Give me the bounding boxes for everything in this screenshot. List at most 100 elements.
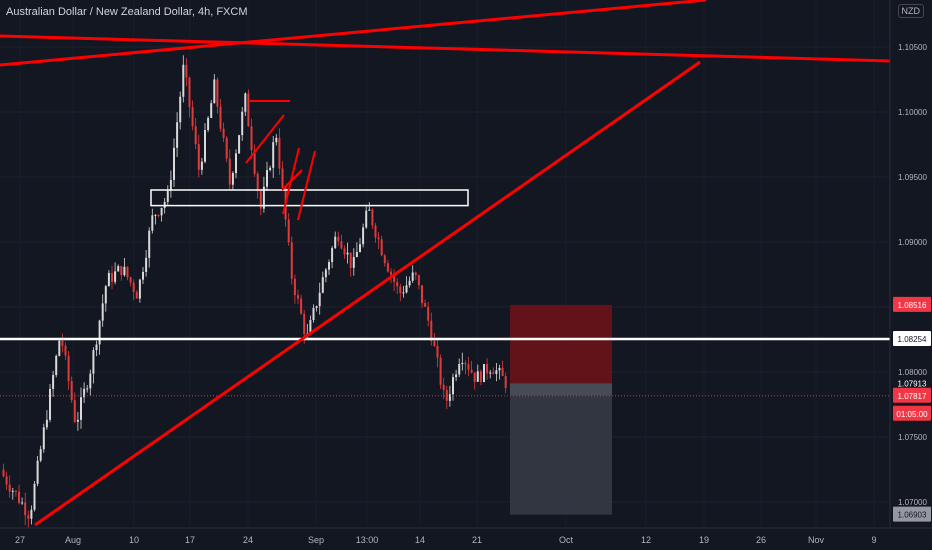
candle-body: [52, 374, 55, 389]
candle-body: [129, 277, 132, 283]
candle-body: [380, 239, 383, 256]
price-label-text: 1.08254: [898, 335, 927, 344]
candle-body: [55, 355, 58, 375]
candle-body: [300, 298, 303, 314]
candle-body: [200, 161, 203, 170]
candle-body: [86, 388, 89, 390]
candle-body: [275, 137, 278, 143]
candle-body: [36, 460, 39, 484]
zigzag-mark-3[interactable]: [281, 169, 303, 191]
candle-body: [362, 227, 365, 245]
candle-body: [374, 225, 377, 238]
currency-badge[interactable]: NZD: [897, 4, 924, 18]
price-label-text: 1.07913: [898, 379, 927, 388]
candle-body: [27, 515, 30, 519]
stop-loss-zone[interactable]: [510, 304, 612, 384]
candle-body: [436, 346, 439, 358]
candle-body: [117, 266, 120, 272]
candle-body: [58, 340, 61, 356]
resistance-box[interactable]: [150, 189, 469, 207]
candle-body: [182, 64, 185, 97]
candle-body: [222, 128, 225, 138]
candle-body: [244, 93, 247, 112]
price-label-text: 1.06903: [898, 511, 927, 520]
candle-body: [238, 135, 241, 154]
rising-support-trendline[interactable]: [34, 60, 701, 527]
candle-body: [89, 373, 92, 389]
candle-body: [483, 364, 485, 382]
candle-body: [5, 476, 8, 485]
time-tick-label: 24: [243, 535, 253, 545]
take-profit-zone[interactable]: [510, 395, 612, 515]
candle-body: [250, 126, 253, 151]
candle-body: [479, 371, 482, 382]
candle-body: [188, 77, 191, 108]
candle-body: [21, 502, 24, 504]
zigzag-mark-2[interactable]: [297, 150, 316, 221]
candle-body: [49, 388, 51, 420]
candle-body: [489, 372, 492, 374]
price-label-tag: [893, 405, 931, 421]
candle-body: [396, 281, 399, 287]
time-tick-label: 17: [185, 535, 195, 545]
candle-body: [197, 144, 200, 170]
candle-body: [80, 397, 82, 420]
candle-body: [390, 271, 392, 275]
candle-body: [216, 79, 219, 107]
candle-body: [207, 117, 210, 131]
candle-body: [148, 230, 151, 258]
time-tick-label: 13:00: [356, 535, 379, 545]
candle-body: [352, 257, 355, 268]
candle-body: [402, 292, 405, 294]
candle-body: [191, 107, 194, 127]
candle-body: [241, 111, 244, 136]
drawing-tools[interactable]: [0, 0, 891, 527]
candle-body: [476, 371, 479, 382]
candle-body: [393, 274, 396, 282]
candle-body: [290, 242, 293, 279]
candle-body: [107, 272, 110, 287]
candle-body: [11, 490, 14, 492]
candle-body: [98, 320, 101, 345]
candle-body: [83, 388, 86, 398]
candle-body: [132, 282, 135, 292]
time-tick-label: 26: [756, 535, 766, 545]
candle-body: [445, 389, 448, 401]
candle-body: [126, 266, 129, 278]
candle-body: [324, 269, 327, 278]
candle-body: [185, 64, 188, 78]
candle-body: [39, 449, 42, 461]
candle-body: [433, 340, 436, 347]
price-tick-label: 1.07000: [898, 498, 927, 507]
time-scale[interactable]: 27 Aug 10 17 24 Sep 13:00 14 21 Oct 12 19 26 Nov 9: [15, 535, 877, 545]
candle-body: [92, 350, 95, 374]
candle-body: [424, 303, 427, 307]
candle-body: [448, 394, 451, 401]
candle-body: [318, 292, 321, 307]
candle-body: [145, 257, 148, 272]
entry-band[interactable]: [510, 383, 612, 396]
candle-body: [231, 173, 234, 185]
candle-body: [464, 362, 467, 365]
position-zones: [510, 304, 612, 515]
candle-body: [377, 237, 380, 240]
price-label-text: 01:05:00: [896, 410, 928, 419]
candle-body: [262, 186, 265, 209]
price-label-tag: [893, 387, 931, 403]
chart-title: Australian Dollar / New Zealand Dollar, …: [6, 6, 248, 18]
price-tick-label: 1.09500: [898, 173, 927, 182]
price-tick-label: 1.09000: [898, 238, 927, 247]
time-tick-label: 10: [129, 535, 139, 545]
candle-body: [486, 364, 489, 374]
rising-top-trendline[interactable]: [0, 0, 707, 67]
candle-body: [253, 150, 256, 174]
candle-body: [349, 252, 352, 268]
candle-body: [142, 271, 144, 280]
time-tick-label: Aug: [65, 535, 81, 545]
descending-trendline[interactable]: [0, 34, 891, 63]
time-tick-label: Sep: [308, 535, 324, 545]
pattern-channel-line[interactable]: [245, 114, 285, 164]
candle-body: [461, 362, 464, 365]
candle-body: [157, 214, 160, 216]
